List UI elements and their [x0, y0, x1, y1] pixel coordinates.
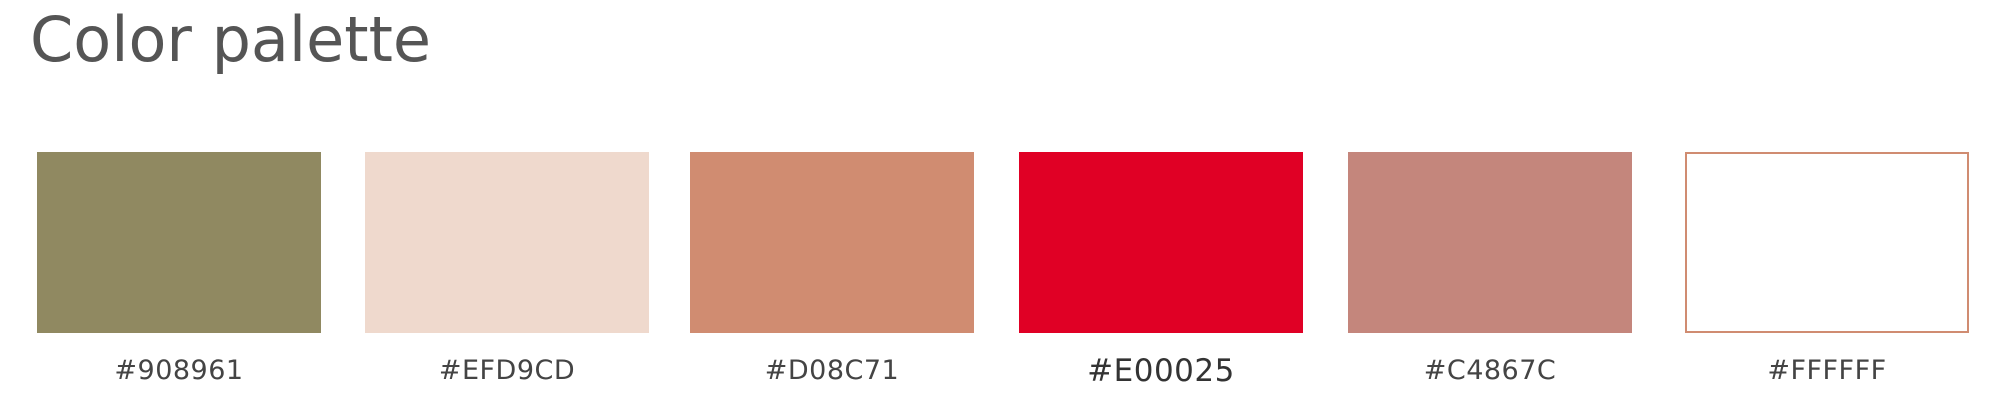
swatch-908961: [37, 152, 321, 333]
swatch-card-e00025: #E00025: [1019, 152, 1303, 387]
hex-label: #C4867C: [1423, 355, 1557, 386]
swatch-d08c71: [690, 152, 974, 333]
hex-label: #FFFFFF: [1767, 355, 1887, 386]
swatch-e00025: [1019, 152, 1303, 333]
hex-label: #EFD9CD: [438, 355, 576, 386]
swatch-card-efd9cd: #EFD9CD: [365, 152, 649, 387]
swatch-card-908961: #908961: [37, 152, 321, 387]
swatch-c4867c: [1348, 152, 1632, 333]
page-title: Color palette: [30, 3, 432, 76]
swatch-card-c4867c: #C4867C: [1348, 152, 1632, 387]
swatch-card-ffffff: #FFFFFF: [1685, 152, 1969, 387]
swatch-efd9cd: [365, 152, 649, 333]
hex-label: #E00025: [1087, 353, 1235, 389]
hex-label: #D08C71: [764, 355, 900, 386]
swatch-card-d08c71: #D08C71: [690, 152, 974, 387]
swatch-ffffff: [1685, 152, 1969, 333]
hex-label: #908961: [114, 355, 244, 386]
